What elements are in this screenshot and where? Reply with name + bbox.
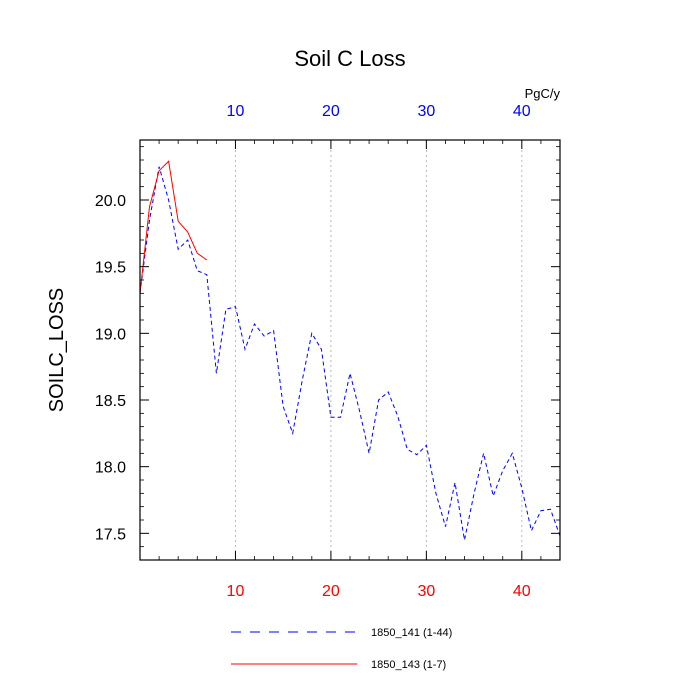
axes: 10 10 20 20 30 30 40 40 17.5 18.0 18.5 19.0 19.5 20.0	[95, 103, 560, 600]
legend-label-2: 1850_143 (1-7)	[371, 659, 446, 671]
legend: 1850_141 (1-44) 1850_143 (1-7)	[231, 627, 452, 671]
y-tick-label: 17.5	[95, 526, 126, 543]
x-tick-label-top: 10	[227, 103, 245, 120]
x-tick-label-bottom: 30	[417, 583, 435, 600]
y-tick-label: 20.0	[95, 193, 126, 210]
x-tick-label-top: 30	[417, 103, 435, 120]
x-tick-label-bottom: 40	[513, 583, 531, 600]
units-label: PgC/y	[525, 86, 561, 101]
plot-frame	[139, 139, 561, 561]
y-tick-label: 19.5	[95, 260, 126, 277]
series-lines	[139, 160, 561, 541]
y-tick-label: 18.0	[95, 460, 126, 477]
series-line-1	[139, 166, 561, 541]
y-tick-label: 19.0	[95, 326, 126, 343]
x-tick-label-top: 20	[322, 103, 340, 120]
legend-label-1: 1850_141 (1-44)	[371, 627, 452, 639]
x-tick-label-top: 40	[513, 103, 531, 120]
x-tick-label-bottom: 20	[322, 583, 340, 600]
y-axis-label: SOILC_LOSS	[46, 288, 68, 413]
chart-title: Soil C Loss	[294, 46, 405, 71]
series-line-2	[139, 160, 208, 294]
x-tick-label-bottom: 10	[227, 583, 245, 600]
y-tick-label: 18.5	[95, 393, 126, 410]
grid-lines	[235, 140, 523, 560]
